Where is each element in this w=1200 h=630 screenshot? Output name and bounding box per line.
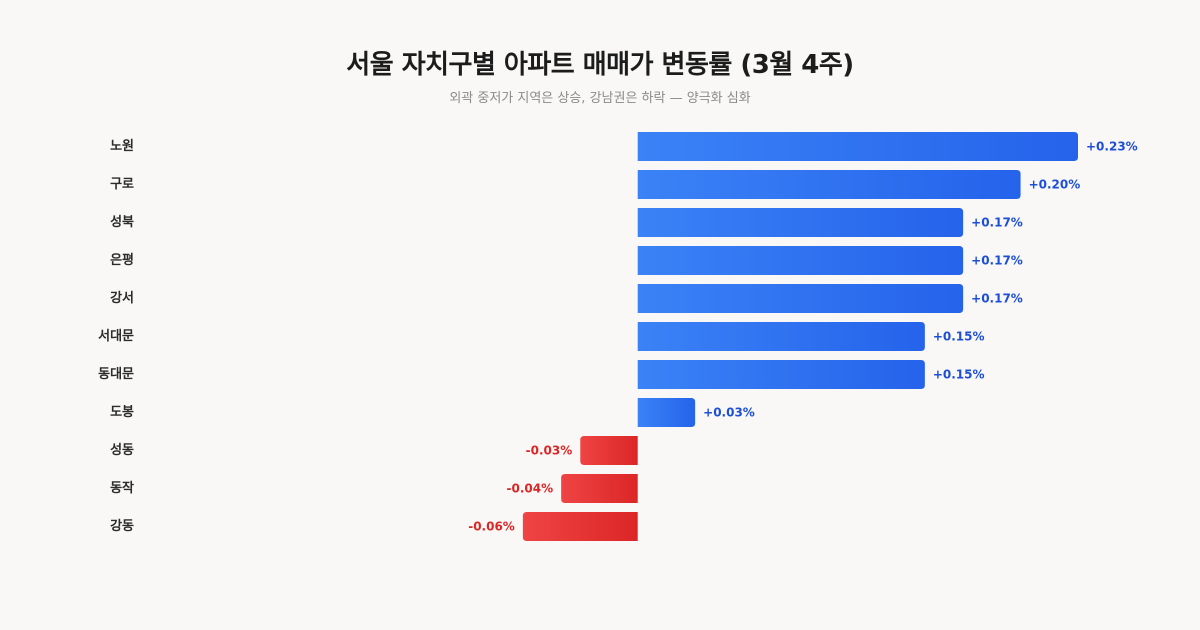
bar	[637, 398, 696, 427]
value-label: -0.03%	[526, 444, 573, 458]
category-label: 동작	[110, 480, 134, 496]
category-label: 강동	[110, 518, 134, 534]
value-label: -0.06%	[468, 520, 515, 534]
value-label: +0.17%	[971, 292, 1023, 306]
bar	[637, 208, 964, 237]
chart-subtitle: 외곽 중저가 지역은 상승, 강남권은 하락 — 양극화 심화	[449, 91, 751, 106]
value-label: +0.17%	[971, 216, 1023, 230]
value-label: -0.04%	[507, 482, 554, 496]
category-label: 은평	[110, 252, 134, 268]
bar	[522, 512, 638, 541]
bar	[637, 170, 1021, 199]
bar	[637, 284, 964, 313]
category-label: 노원	[110, 139, 134, 154]
chart-title: 서울 자치구별 아파트 매매가 변동률 (3월 4주)	[346, 50, 854, 80]
value-label: +0.17%	[971, 254, 1023, 268]
bar	[637, 132, 1078, 161]
bars-group: 노원 +0.23% 구로 +0.20% 성북 +0.17% 은평 +0.17% 강서 +0.17%…	[98, 132, 1138, 541]
category-label: 강서	[110, 290, 134, 306]
bar	[637, 360, 925, 389]
category-label: 서대문	[98, 329, 134, 344]
bar	[580, 436, 638, 465]
category-label: 도봉	[110, 405, 134, 420]
category-label: 동대문	[98, 367, 134, 382]
value-label: +0.23%	[1086, 140, 1138, 154]
category-label: 성동	[110, 443, 134, 458]
value-label: +0.20%	[1029, 178, 1081, 192]
value-label: +0.15%	[933, 368, 985, 382]
value-label: +0.15%	[933, 330, 985, 344]
category-label: 성북	[110, 215, 134, 230]
bar	[637, 322, 925, 351]
value-label: +0.03%	[703, 406, 755, 420]
bar	[637, 246, 964, 275]
category-label: 구로	[110, 177, 134, 192]
bar	[561, 474, 638, 503]
